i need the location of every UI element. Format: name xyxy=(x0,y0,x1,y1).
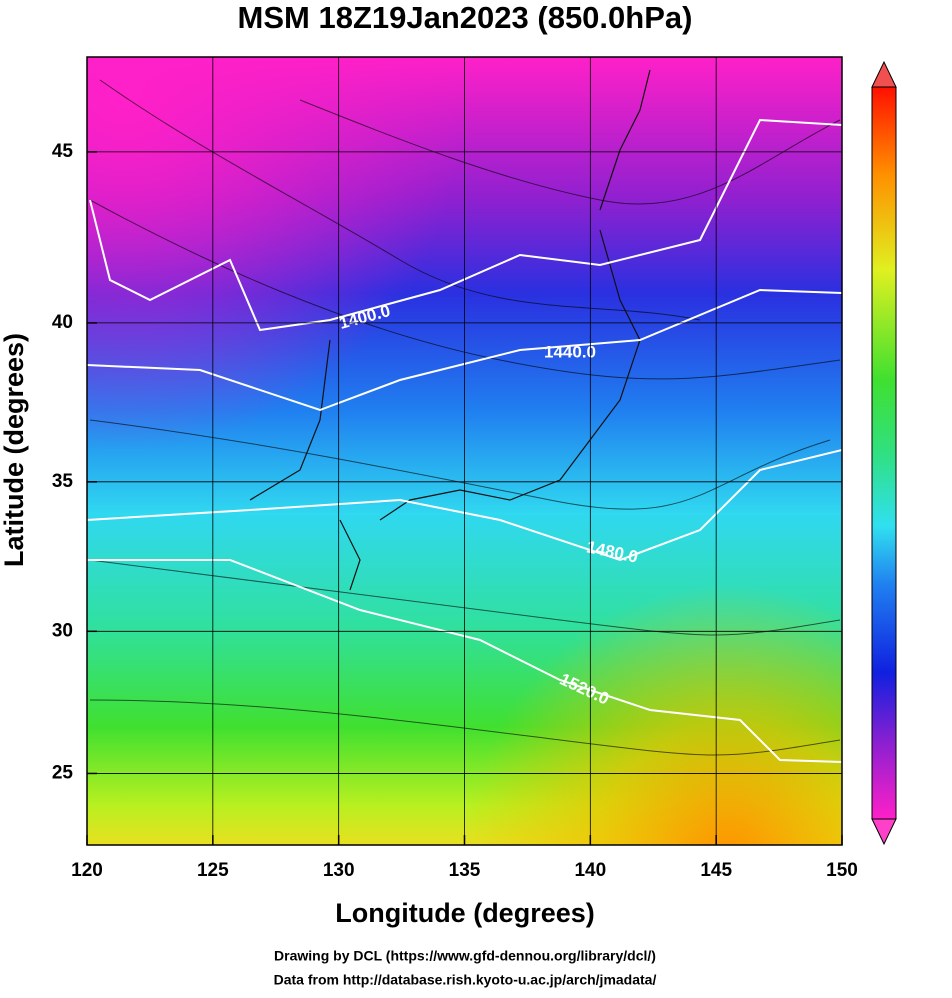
y-axis-label: Latitude (degrees) xyxy=(0,333,29,567)
credit: Drawing by DCL (https://www.gfd-dennou.o… xyxy=(274,948,656,964)
x-tick-label: 130 xyxy=(323,860,355,881)
y-tick-label: 40 xyxy=(52,312,73,333)
coastlines xyxy=(249,69,651,591)
x-tick-label: 120 xyxy=(71,860,103,881)
x-axis-label: Longitude (degrees) xyxy=(335,898,595,928)
axes: 120 125 130 135 140 145 150 25 30 35 40 45 xyxy=(52,141,858,881)
colorbar-body xyxy=(871,86,897,820)
x-tick-label: 135 xyxy=(449,860,481,881)
x-tick-label: 140 xyxy=(574,860,606,881)
x-tick-label: 125 xyxy=(197,860,229,881)
y-tick-label: 45 xyxy=(52,141,74,162)
y-tick-label: 30 xyxy=(52,620,73,641)
colorbar-min-arrow xyxy=(871,818,897,846)
title: MSM 18Z19Jan2023 (850.0hPa) xyxy=(238,0,693,35)
credit: Data from http://database.rish.kyoto-u.a… xyxy=(274,972,657,988)
contour-label: 1440.0 xyxy=(544,342,596,361)
grid xyxy=(87,57,842,845)
y-tick-label: 35 xyxy=(52,471,74,492)
x-tick-label: 150 xyxy=(826,860,858,881)
contour-lines xyxy=(87,118,842,763)
streamlines xyxy=(89,79,841,756)
map-area: 1400.0 1440.0 1480.0 1520.0 xyxy=(87,57,842,845)
x-tick-label: 145 xyxy=(700,860,732,881)
colorbar-max-arrow xyxy=(871,60,897,88)
colorbar xyxy=(871,60,897,846)
y-tick-label: 25 xyxy=(52,762,74,783)
